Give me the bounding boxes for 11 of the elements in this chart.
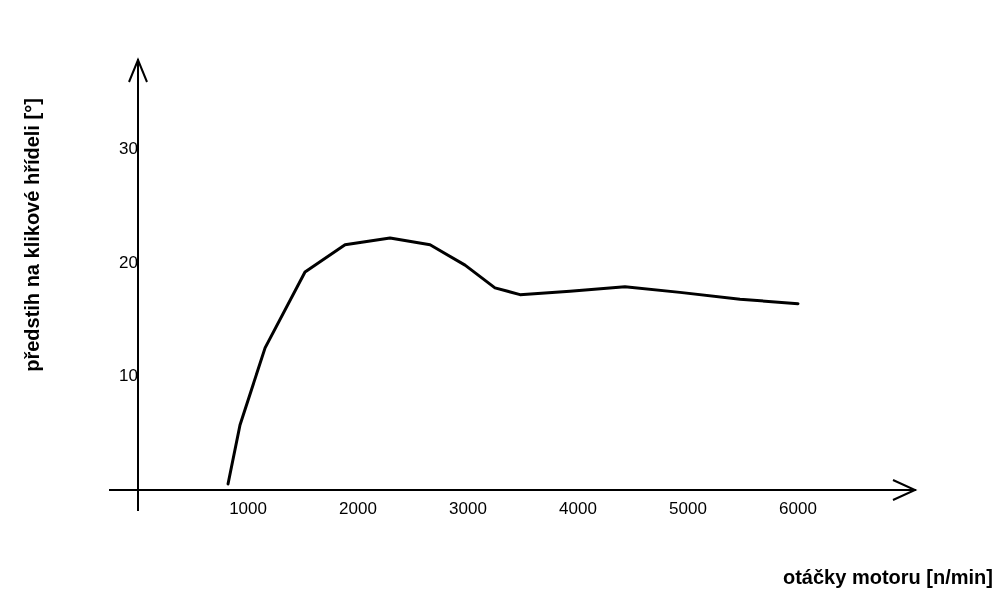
y-tick-label: 10 (119, 365, 139, 385)
x-tick-label: 5000 (669, 499, 707, 519)
x-tick-label: 6000 (779, 499, 817, 519)
x-tick-label: 3000 (449, 499, 487, 519)
y-tick-label: 30 (119, 139, 139, 159)
y-tick-label: 20 (119, 252, 139, 272)
x-axis-title: otáčky motoru [n/min] (782, 566, 993, 589)
y-axis-title: předstih na klikové hřídeli [°] (20, 98, 44, 372)
x-tick-label: 1000 (229, 499, 267, 519)
x-tick-label: 2000 (339, 499, 377, 519)
x-tick-label: 4000 (559, 499, 597, 519)
